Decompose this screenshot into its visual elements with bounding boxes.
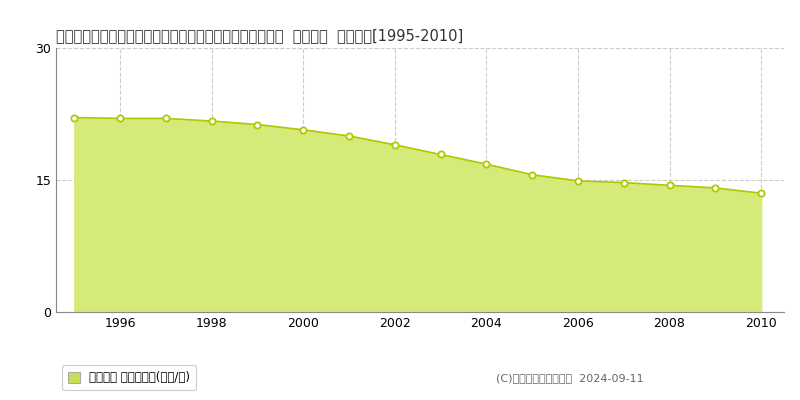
Text: (C)土地価格ドットコム  2024-09-11: (C)土地価格ドットコム 2024-09-11 bbox=[496, 373, 644, 383]
Text: 栃木県下都賀郡野木町大字潤島字若林裏８００番２７３外  地価公示  地価推移[1995-2010]: 栃木県下都賀郡野木町大字潤島字若林裏８００番２７３外 地価公示 地価推移[199… bbox=[56, 28, 463, 43]
Legend: 地価公示 平均坪単価(万円/坪): 地価公示 平均坪単価(万円/坪) bbox=[62, 366, 196, 390]
